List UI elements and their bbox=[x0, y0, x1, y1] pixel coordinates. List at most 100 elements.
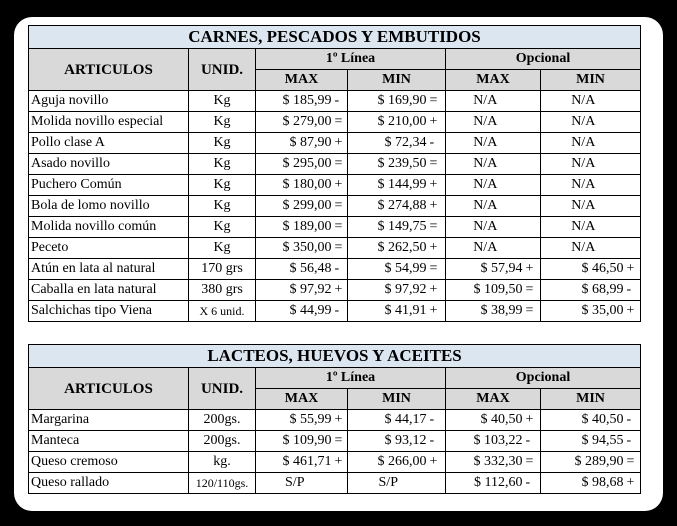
price: N/A bbox=[540, 153, 626, 175]
price: $ 68,99 bbox=[540, 279, 626, 301]
unit: 200gs. bbox=[188, 430, 256, 452]
price-table: CARNES, PESCADOS Y EMBUTIDOS ARTICULOS UNI… bbox=[27, 25, 642, 322]
trend bbox=[428, 472, 446, 494]
trend bbox=[524, 132, 541, 154]
header-unid: UNID. bbox=[188, 367, 256, 410]
price: N/A bbox=[540, 174, 626, 196]
trend: + bbox=[428, 451, 446, 473]
data-row: Puchero Común Kg $ 180,00 + $ 144,99 + N/A N/A bbox=[28, 174, 642, 196]
item: Asado novillo bbox=[28, 153, 189, 175]
trend bbox=[333, 472, 348, 494]
data-row: Pollo clase A Kg $ 87,90 + $ 72,34- N/A N/A bbox=[28, 132, 642, 154]
header-min: MIN bbox=[347, 388, 446, 410]
price: $ 54,99 bbox=[347, 258, 429, 280]
price: S/P bbox=[347, 472, 429, 494]
price: $ 461,71 bbox=[255, 451, 334, 473]
unit: X 6 unid. bbox=[188, 300, 256, 322]
price-table: LACTEOS, HUEVOS Y ACEITES ARTICULOS UNID. 1… bbox=[27, 344, 642, 494]
data-row: Queso rallado 120/110gs. S/P S/P $ 112,60- $ … bbox=[28, 472, 642, 494]
price: $ 295,00 bbox=[255, 153, 334, 175]
unit: Kg bbox=[188, 153, 256, 175]
trend: - bbox=[524, 430, 541, 452]
trend: - bbox=[524, 472, 541, 494]
trend: + bbox=[625, 258, 642, 280]
header-group: Opcional bbox=[444, 367, 642, 389]
header-min: MIN bbox=[347, 69, 446, 91]
price: $ 185,99 bbox=[255, 90, 334, 112]
price: $ 189,00 bbox=[255, 216, 334, 238]
trend bbox=[625, 132, 642, 154]
price: $ 94,55 bbox=[540, 430, 626, 452]
trend: = bbox=[333, 430, 348, 452]
unit: Kg bbox=[188, 237, 256, 259]
trend: - bbox=[333, 258, 348, 280]
price: N/A bbox=[540, 90, 626, 112]
item: Queso cremoso bbox=[28, 451, 189, 473]
price: $ 266,00 bbox=[347, 451, 429, 473]
trend: = bbox=[333, 195, 348, 217]
price: N/A bbox=[445, 111, 525, 133]
trend: = bbox=[333, 111, 348, 133]
price: $ 55,99 bbox=[255, 409, 334, 431]
price: $ 144,99 bbox=[347, 174, 429, 196]
trend: + bbox=[524, 409, 541, 431]
price: $ 112,60 bbox=[445, 472, 525, 494]
data-row: Caballa en lata natural 380 grs $ 97,92 + $ … bbox=[28, 279, 642, 301]
trend: + bbox=[625, 300, 642, 322]
trend bbox=[625, 153, 642, 175]
header-row: MAX MIN MAX MIN bbox=[29, 69, 642, 91]
item: Pollo clase A bbox=[28, 132, 189, 154]
price: N/A bbox=[445, 174, 525, 196]
trend: - bbox=[428, 430, 446, 452]
data-row: Peceto Kg $ 350,00 = $ 262,50 + N/A N/A bbox=[28, 237, 642, 259]
trend bbox=[625, 216, 642, 238]
header-max: MAX bbox=[255, 388, 348, 410]
trend: = bbox=[428, 216, 446, 238]
item: Salchichas tipo Viena bbox=[28, 300, 189, 322]
price: $ 210,00 bbox=[347, 111, 429, 133]
price: $ 103,22 bbox=[445, 430, 525, 452]
price: N/A bbox=[540, 237, 626, 259]
price: $ 239,50 bbox=[347, 153, 429, 175]
price: $ 109,90 bbox=[255, 430, 334, 452]
trend: + bbox=[333, 174, 348, 196]
price: $ 57,94 bbox=[445, 258, 525, 280]
price: $ 40,50 bbox=[445, 409, 525, 431]
header-max: MAX bbox=[445, 69, 541, 91]
price: $ 35,00 bbox=[540, 300, 626, 322]
item: Puchero Común bbox=[28, 174, 189, 196]
unit: Kg bbox=[188, 111, 256, 133]
trend bbox=[625, 237, 642, 259]
trend: + bbox=[428, 174, 446, 196]
header-row: ARTICULOS UNID. 1º Línea Opcional bbox=[28, 48, 642, 91]
section-title: CARNES, PESCADOS Y EMBUTIDOS bbox=[27, 25, 642, 49]
price: $ 262,50 bbox=[347, 237, 429, 259]
price: S/P bbox=[255, 472, 334, 494]
trend bbox=[524, 174, 541, 196]
price: $ 44,17 bbox=[347, 409, 429, 431]
price: $ 93,12 bbox=[347, 430, 429, 452]
price: $ 98,68 bbox=[540, 472, 626, 494]
trend: - bbox=[428, 409, 446, 431]
header-unid: UNID. bbox=[188, 48, 256, 91]
price: N/A bbox=[445, 195, 525, 217]
trend: = bbox=[428, 90, 446, 112]
title-row: CARNES, PESCADOS Y EMBUTIDOS bbox=[27, 25, 642, 49]
data-row: Asado novillo Kg $ 295,00 = $ 239,50 = N/A N/A bbox=[28, 153, 642, 175]
trend bbox=[524, 153, 541, 175]
price: $ 56,48 bbox=[255, 258, 334, 280]
unit: Kg bbox=[188, 90, 256, 112]
price: $ 97,92 bbox=[255, 279, 334, 301]
data-row: Salchichas tipo Viena X 6 unid. $ 44,99- $ … bbox=[28, 300, 642, 322]
item: Peceto bbox=[28, 237, 189, 259]
trend bbox=[625, 174, 642, 196]
header-max: MAX bbox=[445, 388, 541, 410]
header-max: MAX bbox=[255, 69, 348, 91]
trend bbox=[524, 216, 541, 238]
trend bbox=[625, 111, 642, 133]
unit: 120/110gs. bbox=[188, 472, 256, 494]
trend: + bbox=[428, 279, 446, 301]
price: N/A bbox=[445, 216, 525, 238]
data-row: Margarina 200gs. $ 55,99 + $ 44,17- $ 40,50 + $… bbox=[28, 409, 642, 431]
